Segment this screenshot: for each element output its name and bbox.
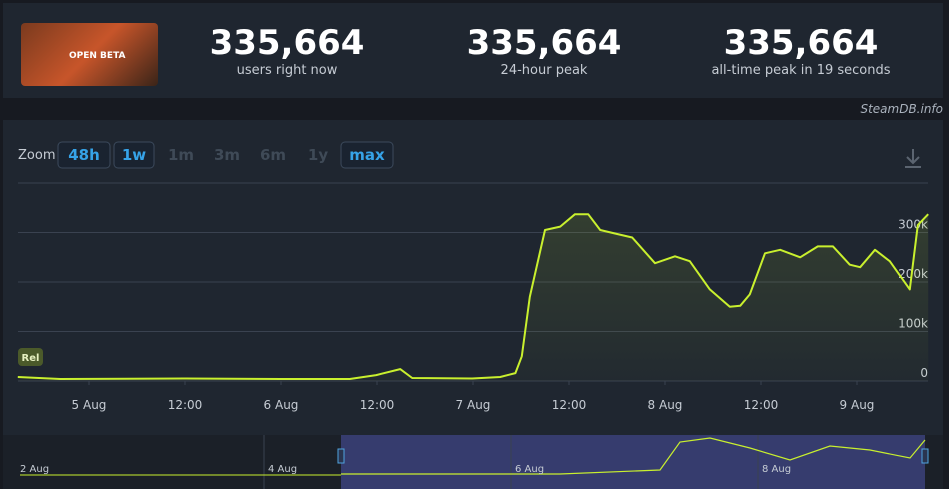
navigator-label: 6 Aug: [515, 464, 544, 475]
zoom-button-label[interactable]: max: [349, 146, 385, 164]
stat-value: 335,664: [209, 23, 365, 63]
stats-panel: OPEN BETA 335,664 users right now 335,664…: [3, 3, 943, 98]
stat: 335,664 users right now: [167, 23, 407, 78]
stat-label: users right now: [236, 63, 338, 78]
x-tick-label: 12:00: [360, 398, 395, 412]
navigator-label: 4 Aug: [268, 464, 297, 475]
navigator-handle[interactable]: [337, 448, 345, 464]
zoom-button[interactable]: [113, 141, 155, 169]
zoom-label: Zoom: [18, 148, 55, 163]
stat-label: 24-hour peak: [500, 63, 588, 78]
navigator-label: 8 Aug: [762, 464, 791, 475]
download-icon[interactable]: [905, 149, 921, 168]
credit: SteamDB.info: [860, 102, 943, 116]
zoom-button-label[interactable]: 1y: [308, 146, 328, 164]
zoom-button[interactable]: [340, 141, 394, 169]
x-tick-label: 8 Aug: [648, 398, 683, 412]
area-fill: [17, 214, 929, 381]
stat: 335,664 all-time peak in 19 seconds: [681, 23, 921, 78]
zoom-button-label[interactable]: 1m: [168, 146, 194, 164]
navigator-label: 2 Aug: [20, 464, 49, 475]
x-tick-label: 7 Aug: [456, 398, 491, 412]
chart: Zoom 48h 1w 1m 3m 6m 1y max 2 Aug 4 Aug 6 Aug 8 A…: [3, 141, 943, 489]
zoom-button-label[interactable]: 6m: [260, 146, 286, 164]
zoom-button-label[interactable]: 3m: [214, 146, 240, 164]
annotation: Rel: [22, 353, 40, 364]
x-tick-label: 5 Aug: [72, 398, 107, 412]
zoom-button-label[interactable]: 1w: [122, 146, 146, 164]
zoom-button-label[interactable]: 48h: [68, 146, 100, 164]
stat-label: all-time peak in 19 seconds: [711, 63, 891, 78]
series-line: [17, 213, 929, 380]
stat-value: 335,664: [723, 23, 879, 63]
game-image: OPEN BETA: [21, 23, 158, 86]
navigator-handle[interactable]: [921, 448, 929, 464]
x-tick-label: 6 Aug: [264, 398, 299, 412]
stat-value: 335,664: [466, 23, 622, 63]
annotation-badge[interactable]: [18, 348, 43, 366]
x-tick-label: 9 Aug: [840, 398, 875, 412]
navigator-selection[interactable]: [341, 435, 925, 489]
x-tick-label: 12:00: [744, 398, 779, 412]
x-tick-label: 12:00: [552, 398, 587, 412]
image-text: OPEN BETA: [69, 51, 126, 61]
navigator-line: [341, 437, 926, 475]
zoom-button[interactable]: [57, 141, 111, 169]
stat: 335,664 24-hour peak: [424, 23, 664, 78]
x-tick-label: 12:00: [168, 398, 203, 412]
